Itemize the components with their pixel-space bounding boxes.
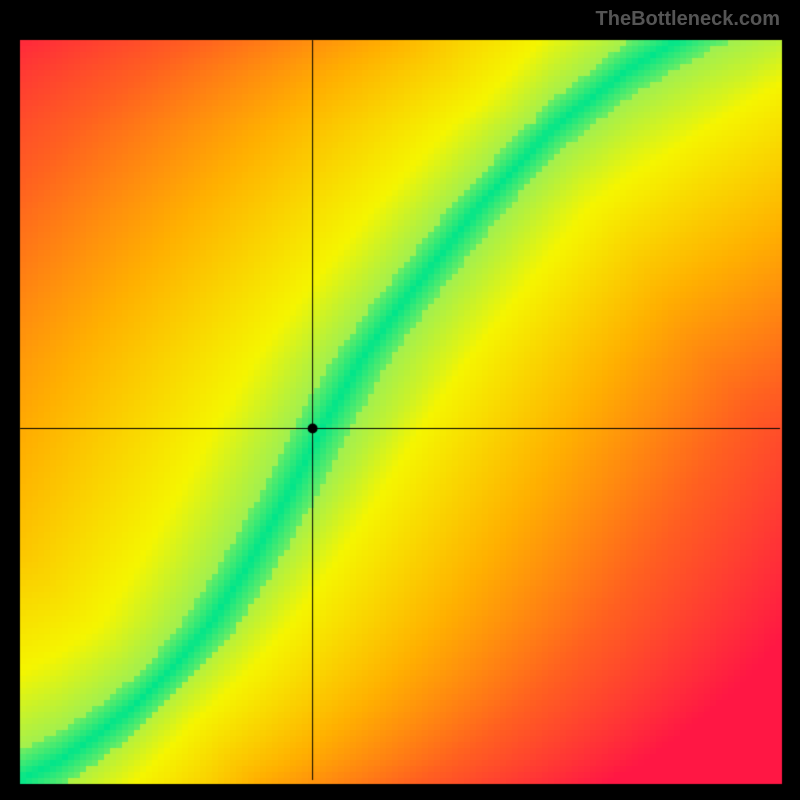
watermark-text: TheBottleneck.com xyxy=(596,8,780,31)
chart-container: TheBottleneck.com xyxy=(0,0,800,800)
crosshair-overlay xyxy=(0,0,800,800)
